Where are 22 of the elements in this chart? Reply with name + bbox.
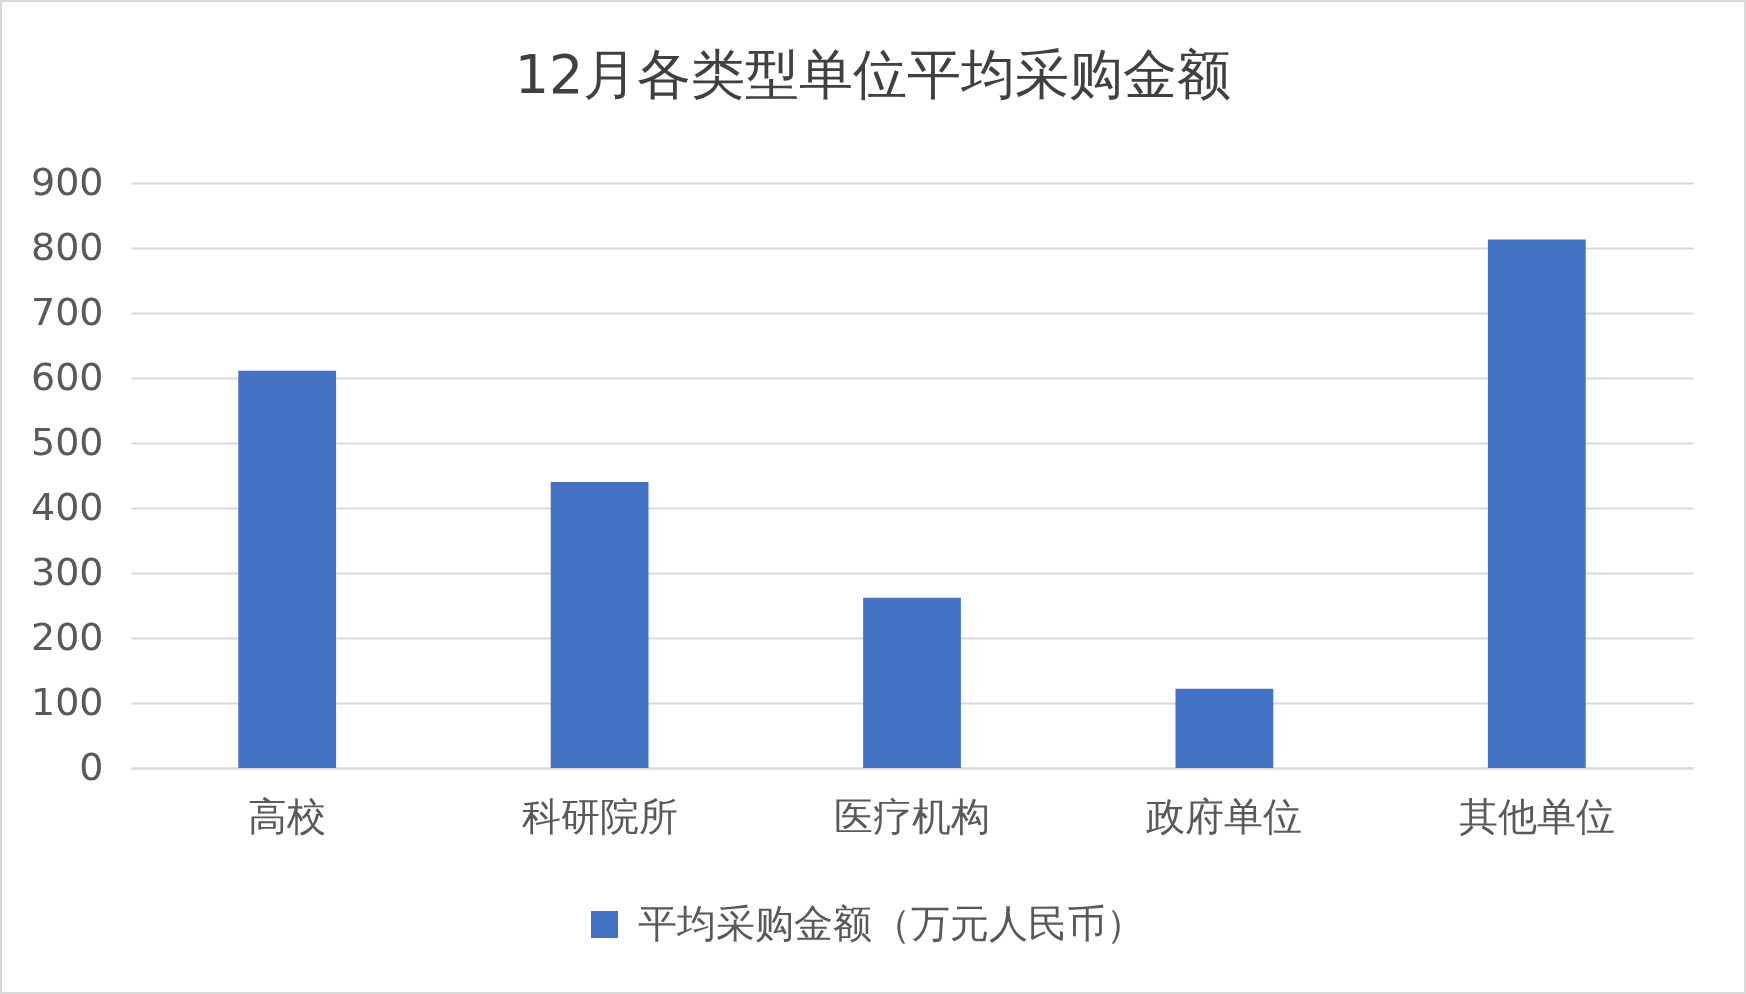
bar <box>238 370 337 768</box>
bar <box>1487 239 1586 768</box>
y-tick-label: 200 <box>30 614 104 659</box>
bar <box>1175 688 1274 768</box>
x-tick-label: 高校 <box>248 793 327 839</box>
x-tick-label: 其他单位 <box>1458 793 1615 839</box>
y-tick-label: 100 <box>30 679 104 724</box>
chart-title: 12月各类型单位平均采购金额 <box>514 43 1232 106</box>
bar <box>863 597 961 768</box>
y-tick-label: 300 <box>30 549 104 594</box>
y-tick-label: 600 <box>30 354 104 399</box>
y-tick-label: 800 <box>30 224 104 269</box>
legend-label: 平均采购金额（万元人民币） <box>638 900 1145 946</box>
y-tick-label: 700 <box>30 289 104 334</box>
x-tick-label: 医疗机构 <box>834 793 990 839</box>
y-tick-label: 400 <box>30 484 104 529</box>
bar <box>550 482 649 768</box>
y-tick-label: 0 <box>79 744 104 789</box>
x-tick-label: 政府单位 <box>1146 793 1303 839</box>
y-tick-label: 900 <box>30 159 104 204</box>
x-tick-label: 科研院所 <box>521 793 678 839</box>
y-tick-label: 500 <box>30 419 104 464</box>
